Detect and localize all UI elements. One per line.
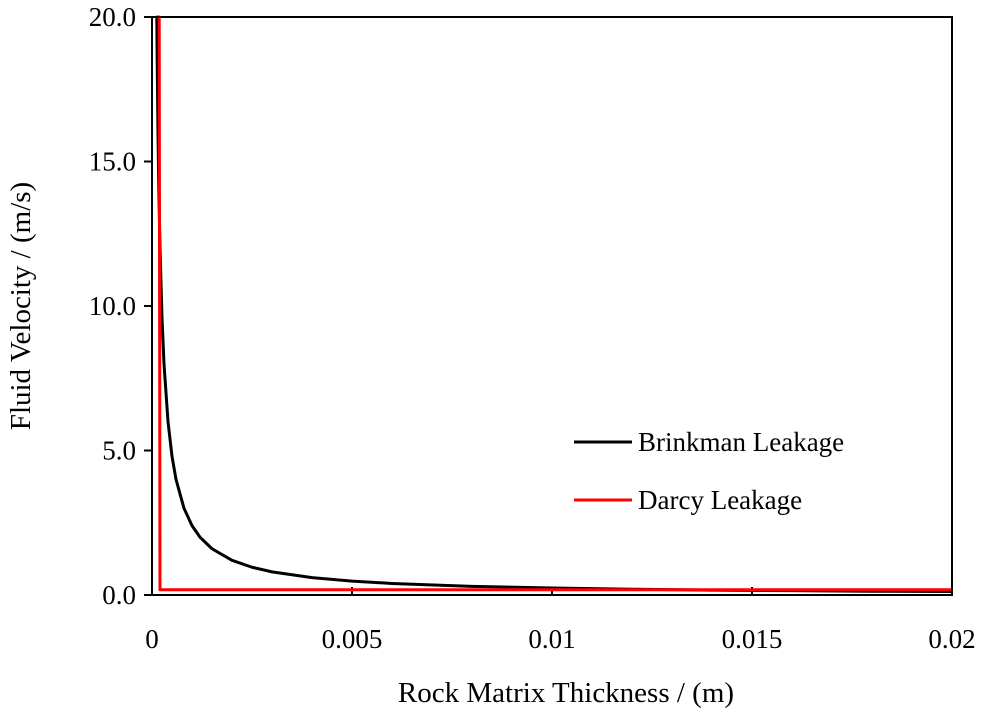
plot-area-frame	[151, 16, 953, 596]
legend-label: Brinkman Leakage	[638, 427, 844, 457]
y-tick-label: 5.0	[102, 436, 136, 466]
y-tick-label: 20.0	[89, 2, 136, 32]
y-axis-title: Fluid Velocity / (m/s)	[5, 182, 37, 430]
x-tick-label: 0	[145, 624, 159, 654]
x-tick-label: 0.005	[322, 624, 383, 654]
x-axis-tick-labels: 0 0.005 0.01 0.015 0.02	[145, 624, 975, 654]
y-axis-ticks	[144, 16, 152, 596]
x-axis-title: Rock Matrix Thickness / (m)	[398, 677, 734, 709]
series-lines	[155, 15, 953, 594]
legend: Brinkman Leakage Darcy Leakage	[574, 427, 844, 515]
x-tick-label: 0.02	[928, 624, 975, 654]
y-tick-label: 15.0	[89, 147, 136, 177]
series-line-darcy-leakage	[156, 15, 952, 592]
y-tick-label: 10.0	[89, 291, 136, 321]
y-tick-label: 0.0	[102, 580, 136, 610]
y-axis-tick-labels: 0.0 5.0 10.0 15.0 20.0	[89, 2, 136, 610]
x-tick-label: 0.01	[528, 624, 575, 654]
legend-label: Darcy Leakage	[638, 485, 802, 515]
x-tick-label: 0.015	[722, 624, 783, 654]
series-line-brinkman-leakage	[155, 16, 953, 594]
